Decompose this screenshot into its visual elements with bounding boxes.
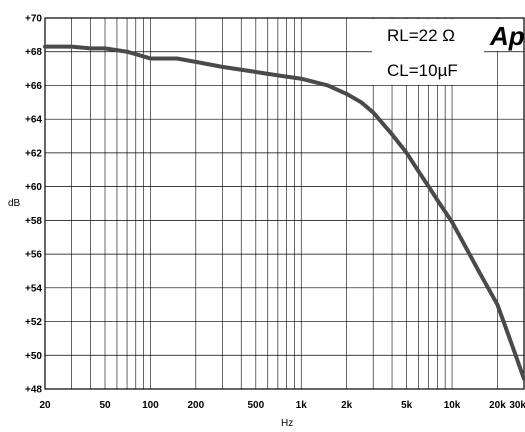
y-tick-label: +48 [25,385,42,396]
y-axis-label: dB [8,198,21,209]
legend-box: RL=22 Ω CL=10µF [372,19,484,85]
ap-logo: Ap [487,19,525,51]
y-tick-label: +68 [25,47,42,58]
x-tick-label: 1k [296,400,308,411]
y-tick-label: +64 [25,115,42,126]
y-tick-label: +56 [25,250,42,261]
y-tick-label: +62 [25,148,42,159]
y-tick-label: +52 [25,317,42,328]
x-tick-label: 20k [489,400,506,411]
plot-frame [44,17,525,390]
x-tick-labels: 20 50 100 200 500 1k 2k 5k 10k 20k 30k [39,400,525,411]
legend-load-resistance: RL=22 Ω [387,26,455,45]
x-tick-label: 30k [509,400,525,411]
x-tick-label: 20 [39,400,51,411]
x-tick-label: 10k [444,400,461,411]
x-tick-label: 200 [187,400,204,411]
y-tick-label: +60 [25,182,42,193]
logo-background [487,19,523,51]
minor-gridlines [71,18,498,389]
x-tick-label: 5k [401,400,413,411]
x-tick-label: 100 [142,400,159,411]
y-tick-label: +66 [25,81,42,92]
series-group [43,44,525,381]
y-tick-label: +54 [25,283,42,294]
series-line [43,44,525,381]
y-tick-label: +70 [25,14,42,25]
x-tick-label: 50 [99,400,111,411]
x-tick-label: 2k [341,400,353,411]
x-axis-label: Hz [281,418,293,429]
legend-background [372,19,484,85]
y-tick-labels: +70 +68 +66 +64 +62 +60 +58 +56 +54 +52 +50 +48 [25,14,42,396]
legend-load-capacitance: CL=10µF [387,61,458,80]
ap-logo-text: Ap [489,21,525,51]
y-tick-label: +58 [25,216,42,227]
x-tick-label: 500 [247,400,264,411]
y-tick-label: +50 [25,351,42,362]
